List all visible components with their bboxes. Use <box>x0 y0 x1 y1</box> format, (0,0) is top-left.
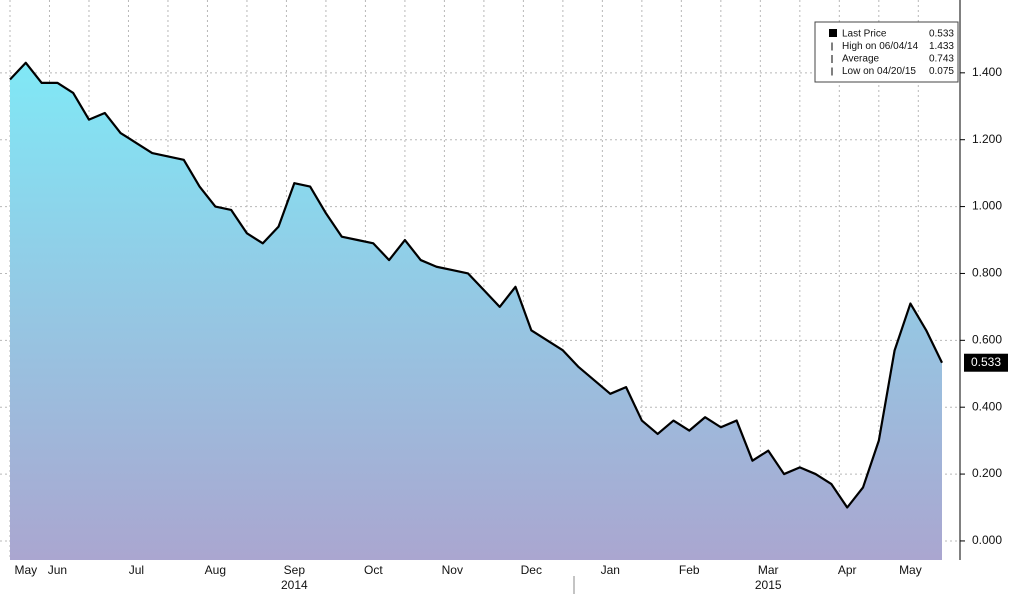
x-tick-label: Oct <box>364 563 383 577</box>
line <box>9 61 943 509</box>
y-tick-label: 0.000 <box>972 533 1002 547</box>
legend-value: 0.075 <box>929 66 954 77</box>
y-tick-label: 1.400 <box>972 65 1002 79</box>
legend-label: Low on 04/20/15 <box>842 66 916 77</box>
x-group-label: 2015 <box>755 578 782 592</box>
x-tick-label: Jun <box>48 563 67 577</box>
legend: Last Price 0.533 High on 06/04/14 1.433 Aver… <box>814 21 959 83</box>
x-tick-label: Jul <box>129 563 144 577</box>
x-tick-label: Dec <box>521 563 542 577</box>
legend-value: 1.433 <box>929 41 954 52</box>
x-group-label: 2014 <box>281 578 308 592</box>
x-tick-label: Aug <box>205 563 226 577</box>
x-tick-label: Sep <box>284 563 306 577</box>
legend-value: 0.743 <box>929 54 954 65</box>
legend-box <box>814 21 959 83</box>
last-price-label: 0.533 <box>971 355 1001 369</box>
legend-value: 0.533 <box>929 29 954 40</box>
last-price-tag <box>964 353 1008 372</box>
x-tick-label: May <box>899 563 922 577</box>
y-tick-label: 1.000 <box>972 199 1002 213</box>
y-tick-label: 1.200 <box>972 132 1002 146</box>
y-tick-label: 0.800 <box>972 266 1002 280</box>
x-tick-label: Jan <box>601 563 620 577</box>
y-tick-label: 0.400 <box>972 399 1002 413</box>
legend-swatch <box>829 29 837 37</box>
legend-label: High on 06/04/14 <box>842 41 919 52</box>
x-tick-label: Feb <box>679 563 700 577</box>
x-tick-label: Nov <box>442 563 463 577</box>
legend-label: Average <box>842 54 880 65</box>
area <box>10 62 942 560</box>
legend-label: Last Price <box>842 29 887 40</box>
x-tick-label: Mar <box>758 563 779 577</box>
y-tick-label: 0.200 <box>972 466 1002 480</box>
x-tick-label: Apr <box>838 563 857 577</box>
y-tick-label: 0.600 <box>972 332 1002 346</box>
x-tick-label: May <box>14 563 37 577</box>
